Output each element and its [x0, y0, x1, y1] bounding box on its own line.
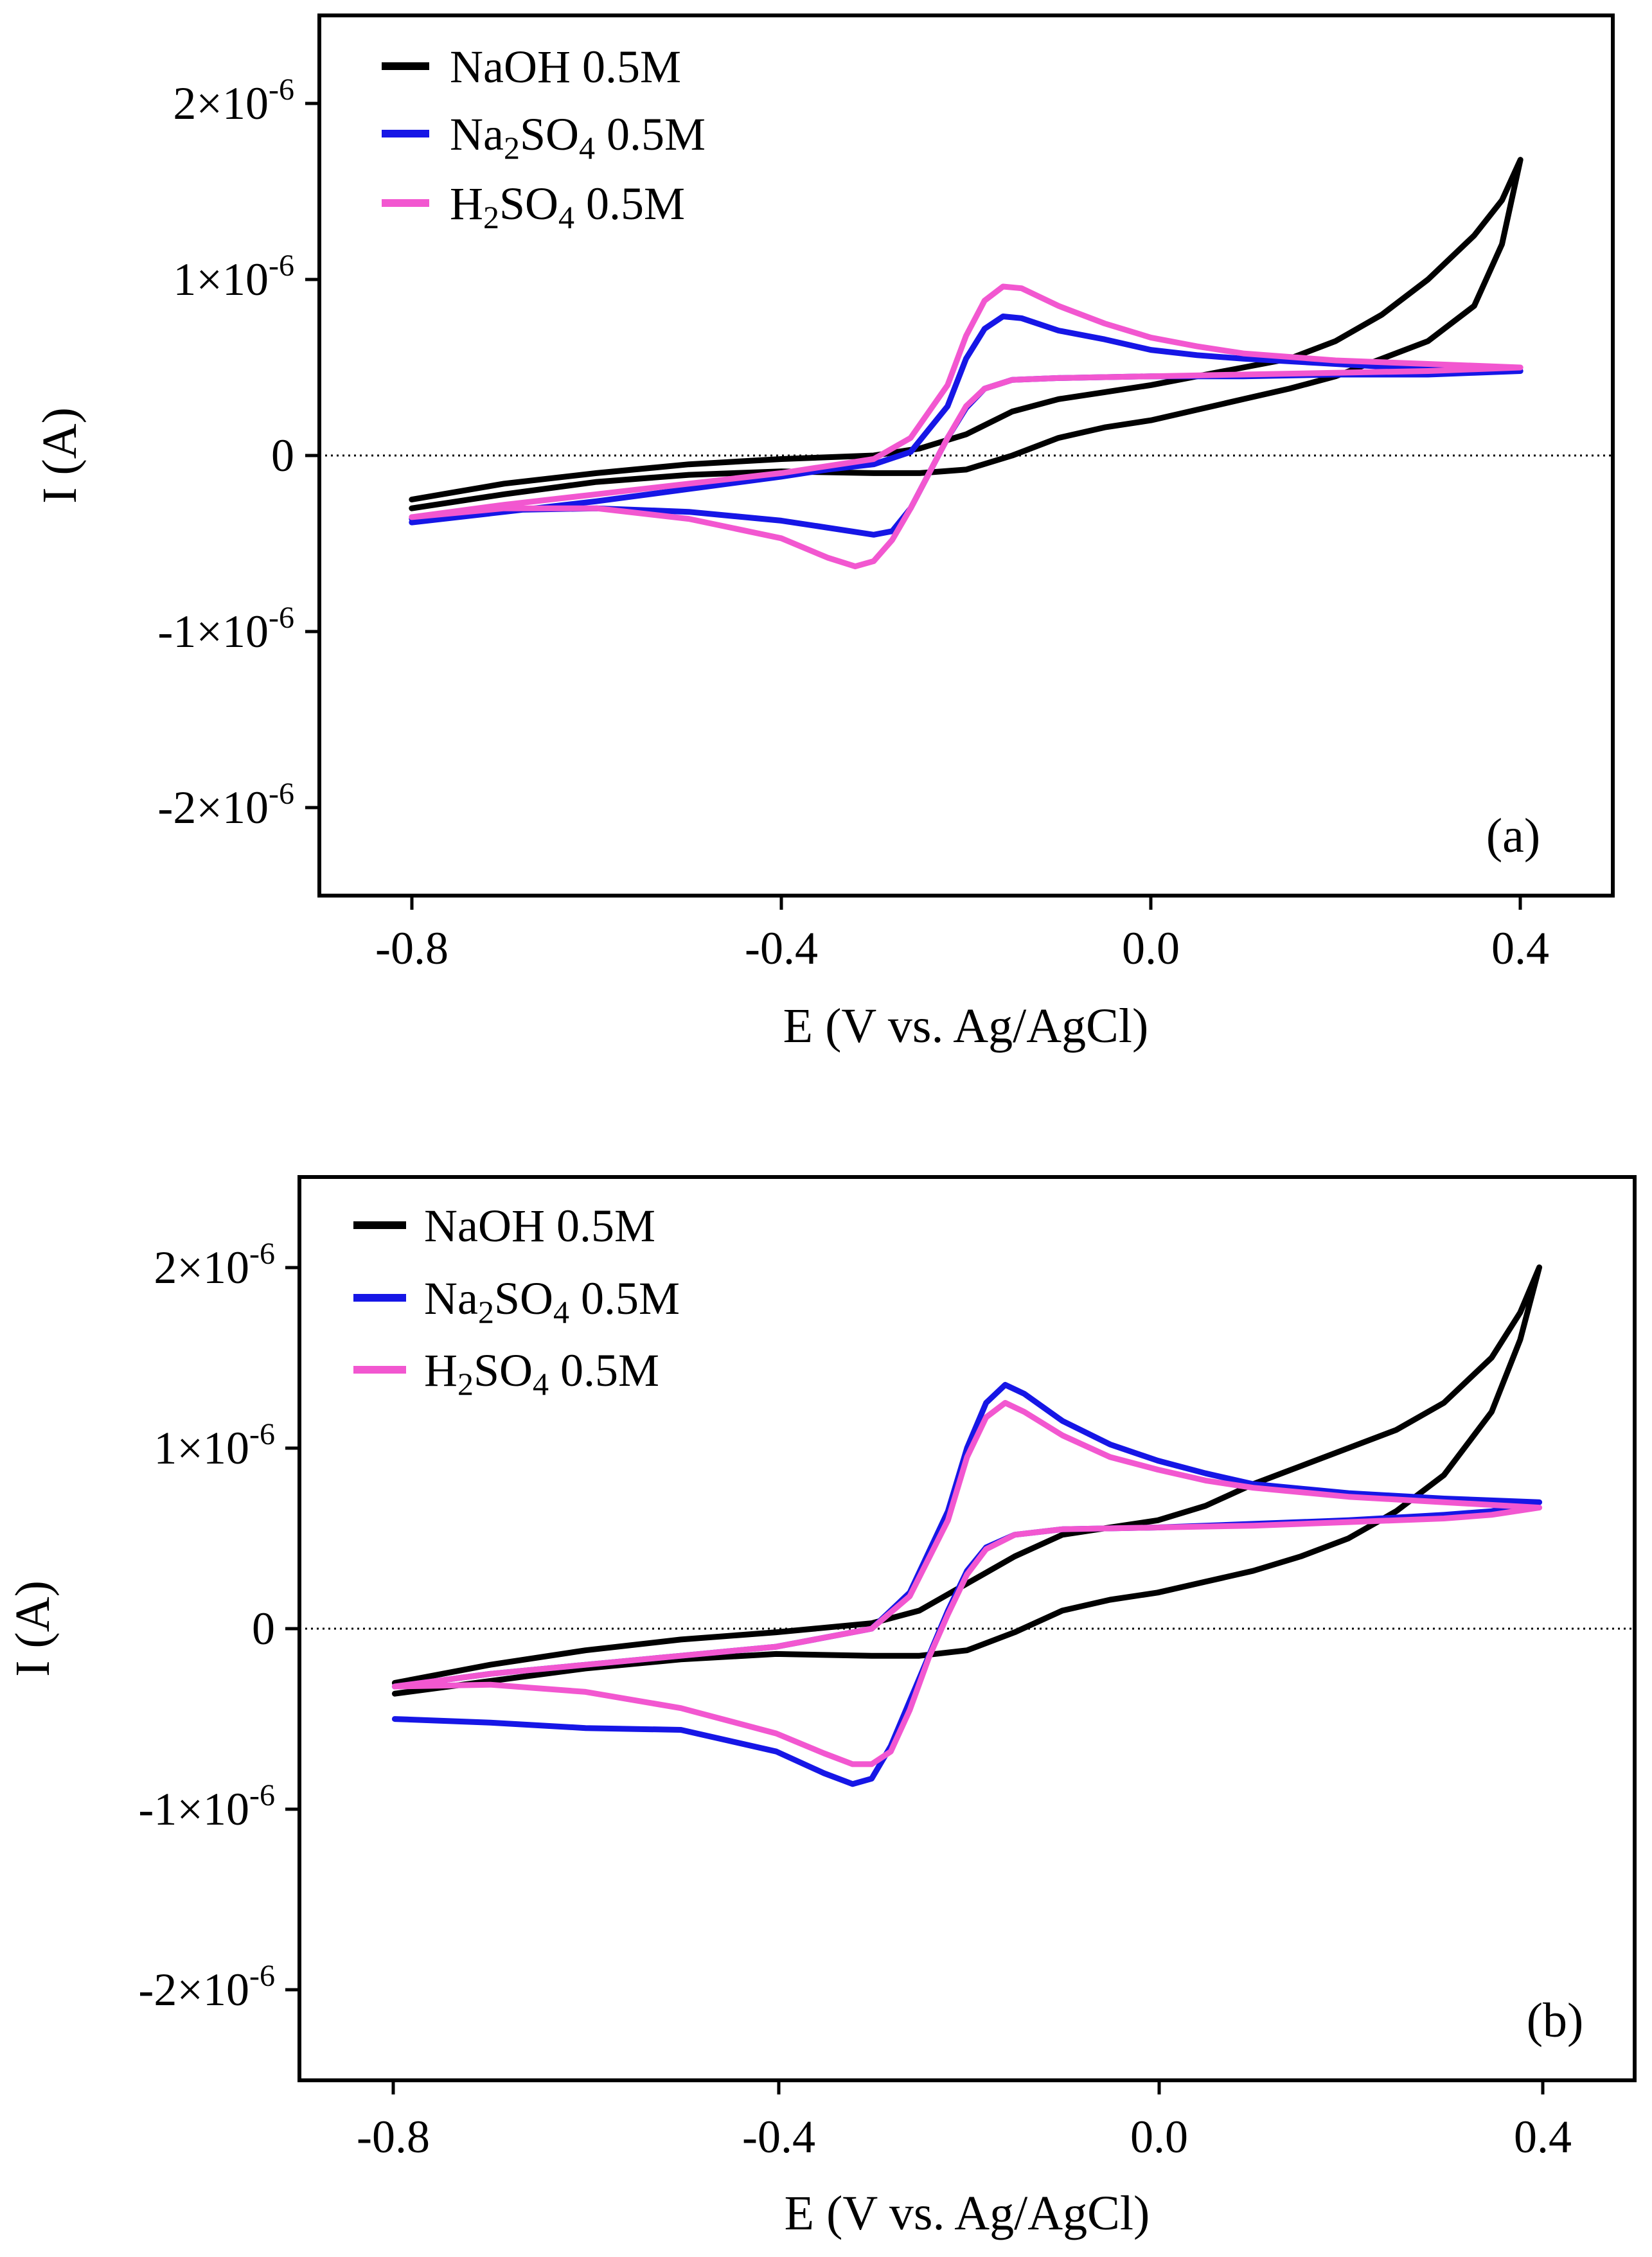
x-tick-label: 0.0: [1130, 2111, 1188, 2163]
y-tick-label: -2×10-6: [138, 1959, 275, 2015]
y-tick-label: 1×10-6: [173, 249, 294, 305]
y-axis-label: I (A): [33, 407, 87, 504]
x-tick-label: -0.8: [375, 923, 449, 974]
x-tick-label: -0.8: [357, 2111, 430, 2163]
y-tick-label: -1×10-6: [157, 601, 294, 657]
x-tick-label: -0.4: [745, 923, 818, 974]
x-tick-label: -0.4: [742, 2111, 815, 2163]
legend-label-naoh: NaOH 0.5M: [450, 41, 681, 93]
y-tick-label: 0: [252, 1603, 275, 1654]
legend: NaOH 0.5M Na2SO4 0.5M H2SO4 0.5M: [353, 1200, 680, 1402]
x-tick-label: 0.4: [1491, 923, 1549, 974]
y-tick-label: -2×10-6: [157, 777, 294, 833]
legend-label-na2so4: Na2SO4 0.5M: [450, 109, 706, 166]
panel-a: -0.8 -0.4 0.0 0.4 2×10-6 1×10-6 0 -1×10-…: [33, 13, 1615, 1053]
y-tick-label: 0: [271, 430, 294, 481]
panel-b: -0.8 -0.4 0.0 0.4 2×10-6 1×10-6 0 -1×10-…: [6, 1175, 1637, 2240]
series-line-na2so4: [409, 314, 1523, 538]
y-tick-label: 1×10-6: [154, 1417, 275, 1474]
series-line-naoh: [409, 157, 1523, 511]
x-axis-label: E (V vs. Ag/AgCl): [783, 999, 1149, 1053]
legend-label-h2so4: H2SO4 0.5M: [424, 1345, 659, 1402]
x-tick-label: 0.0: [1122, 923, 1180, 974]
legend-label-naoh: NaOH 0.5M: [424, 1200, 655, 1252]
legend-label-h2so4: H2SO4 0.5M: [450, 178, 685, 235]
x-axis-label: E (V vs. Ag/AgCl): [785, 2186, 1150, 2240]
panel-label: (a): [1486, 809, 1540, 863]
series-line-h2so4: [391, 1400, 1543, 1767]
y-tick-label: -1×10-6: [138, 1778, 275, 1835]
legend-label-na2so4: Na2SO4 0.5M: [424, 1273, 680, 1330]
series-line-h2so4: [409, 283, 1523, 570]
y-tick-label: 2×10-6: [173, 73, 294, 129]
legend: NaOH 0.5M Na2SO4 0.5M H2SO4 0.5M: [382, 41, 706, 235]
y-axis-label: I (A): [6, 1580, 60, 1677]
x-tick-label: 0.4: [1514, 2111, 1572, 2163]
panel-label: (b): [1527, 1994, 1584, 2048]
series-line-naoh: [391, 1264, 1543, 1697]
y-tick-label: 2×10-6: [154, 1237, 275, 1293]
